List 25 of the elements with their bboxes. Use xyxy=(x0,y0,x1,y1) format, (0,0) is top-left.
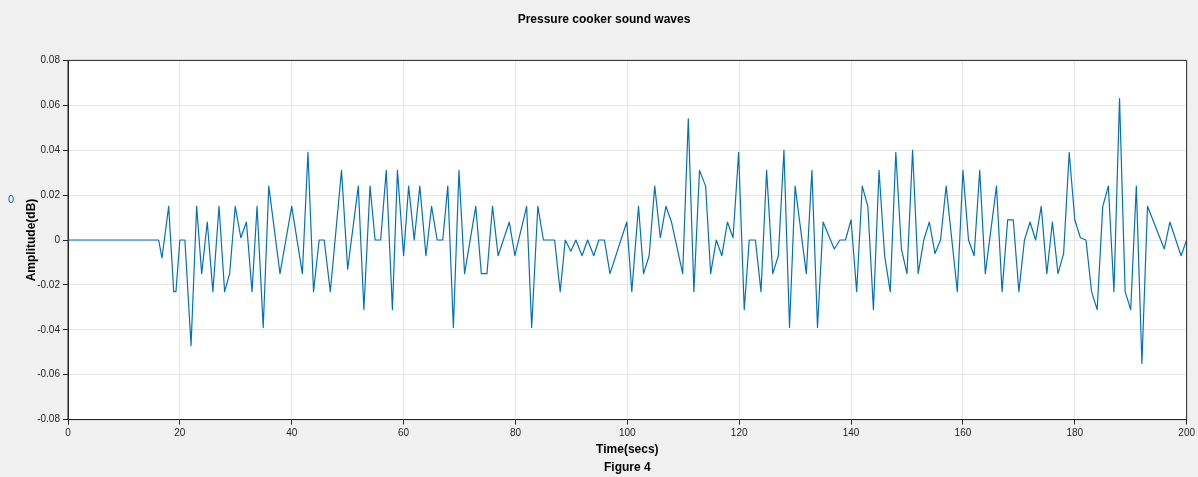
x-tick-label: 200 xyxy=(1178,427,1196,439)
x-tick-label: 160 xyxy=(954,427,972,439)
y-tick-label: 0 xyxy=(54,233,61,245)
x-tick-label: 40 xyxy=(286,427,298,439)
y-tick-label: -0.08 xyxy=(37,413,61,425)
y-tick-label: 0.04 xyxy=(40,143,61,155)
chart-title: Pressure cooker sound waves xyxy=(517,11,691,26)
x-tick-label: 80 xyxy=(509,427,522,439)
x-tick-label: 20 xyxy=(174,427,186,439)
caption: Figure 4 xyxy=(603,460,651,475)
y-tick-label: -0.04 xyxy=(37,323,61,335)
x-tick-label: 180 xyxy=(1066,427,1084,439)
x-axis-title: Time(secs) xyxy=(596,442,659,457)
x-tick-label: 0 xyxy=(65,427,72,439)
x-tick-label: 140 xyxy=(842,427,860,439)
text: 0 xyxy=(8,193,15,206)
y-tick-label: 0.08 xyxy=(40,54,61,66)
y-tick-label: 0.06 xyxy=(40,99,61,111)
x-tick-label: 60 xyxy=(398,427,410,439)
y-tick-label: 0.02 xyxy=(40,188,61,200)
x-tick-label: 100 xyxy=(618,427,637,439)
x-tick-label: 120 xyxy=(730,427,748,439)
y-tick-label: -0.06 xyxy=(37,368,61,380)
y-axis-title: Amplitude(dB) xyxy=(23,198,38,282)
y-tick-label: -0.02 xyxy=(37,278,61,290)
